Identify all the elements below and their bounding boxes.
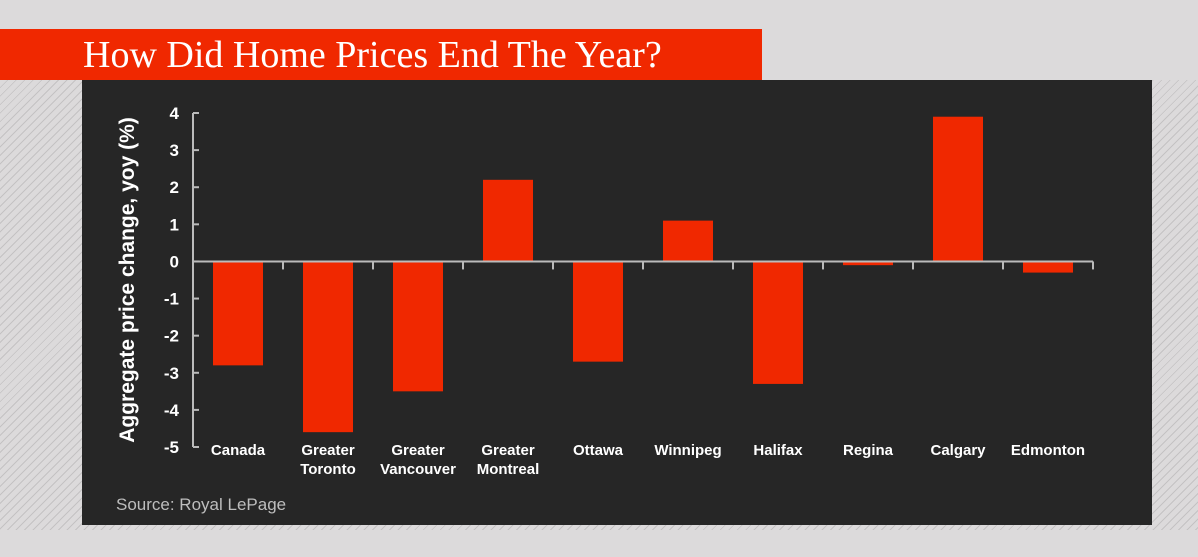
bar (663, 220, 713, 262)
title-band (0, 29, 762, 80)
y-axis-label: Aggregate price change, yoy (%) (116, 117, 139, 443)
y-tick-label: 3 (170, 141, 179, 160)
y-tick-label: 2 (170, 178, 179, 197)
y-tick-label: 4 (170, 104, 180, 123)
x-tick-label: Halifax (753, 442, 803, 459)
bar (933, 116, 983, 262)
bar (303, 261, 353, 433)
x-tick-label: Greater (391, 442, 445, 459)
y-tick-label: 0 (170, 252, 179, 271)
bar (483, 179, 533, 262)
page-title: How Did Home Prices End The Year? (83, 34, 662, 76)
y-tick-label: -4 (164, 401, 180, 420)
x-tick-label: Ottawa (573, 442, 624, 459)
bar (1023, 261, 1073, 273)
x-tick-label: Edmonton (1011, 442, 1085, 459)
y-tick-label: -2 (164, 327, 179, 346)
y-tick-label: 1 (170, 215, 179, 234)
bar (393, 261, 443, 392)
bar (573, 261, 623, 362)
y-tick-label: -1 (164, 290, 179, 309)
x-tick-label: Canada (211, 442, 266, 459)
source-note: Source: Royal LePage (116, 495, 287, 514)
x-tick-label: Toronto (300, 461, 356, 478)
x-tick-label: Greater (481, 442, 535, 459)
x-tick-label: Greater (301, 442, 355, 459)
x-tick-label: Montreal (477, 461, 540, 478)
y-tick-label: -3 (164, 364, 179, 383)
y-tick-label: -5 (164, 438, 179, 457)
x-tick-label: Regina (843, 442, 894, 459)
bar (843, 261, 893, 266)
bar (213, 261, 263, 366)
x-tick-label: Winnipeg (654, 442, 721, 459)
bar (753, 261, 803, 384)
x-tick-label: Vancouver (380, 461, 456, 478)
x-tick-label: Calgary (930, 442, 986, 459)
